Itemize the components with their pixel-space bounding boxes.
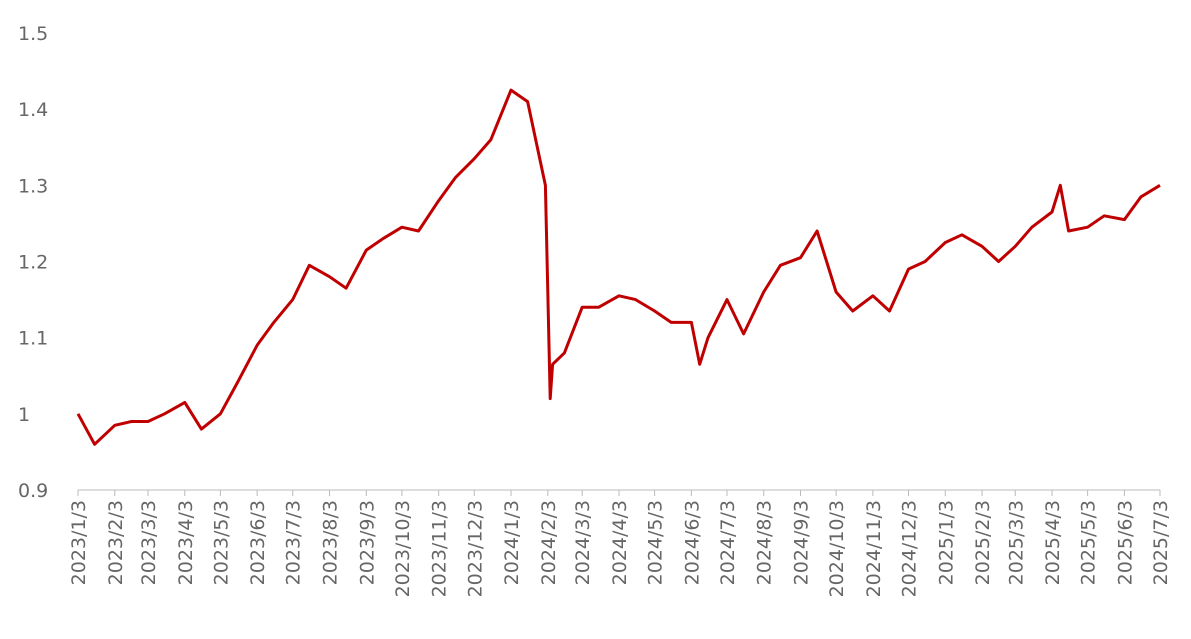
- x-tick-label: 2025/7/3: [1150, 500, 1172, 585]
- x-tick-label: 2024/3/3: [572, 500, 594, 585]
- x-tick-label: 2023/1/3: [68, 500, 90, 585]
- x-tick-label: 2023/5/3: [210, 500, 232, 585]
- x-tick-label: 2025/6/3: [1114, 500, 1136, 585]
- data-line: [76, 88, 1161, 446]
- x-tick-label: 2024/10/3: [826, 500, 848, 597]
- x-tick-label: 2024/8/3: [754, 500, 776, 585]
- y-tick-label: 1: [18, 404, 30, 426]
- x-tick-label: 2024/6/3: [681, 500, 703, 585]
- x-tick-label: 2024/12/3: [898, 500, 920, 597]
- y-tick-label: 1.3: [18, 175, 48, 197]
- x-tick-label: 2023/9/3: [356, 500, 378, 585]
- x-tick-label: 2025/4/3: [1042, 500, 1064, 585]
- x-tick-label: 2025/2/3: [972, 500, 994, 585]
- x-tick-label: 2024/9/3: [791, 500, 813, 585]
- x-tick-label: 2024/7/3: [717, 500, 739, 585]
- x-tick-label: 2023/12/3: [464, 500, 486, 597]
- x-tick-label: 2024/4/3: [609, 500, 631, 585]
- x-tick-label: 2023/6/3: [247, 500, 269, 585]
- x-tick-label: 2023/11/3: [429, 500, 451, 597]
- y-tick-label: 1.1: [18, 328, 48, 350]
- x-tick-label: 2023/3/3: [138, 500, 160, 585]
- x-tick-label: 2023/10/3: [392, 500, 414, 597]
- x-tick-label: 2024/2/3: [538, 500, 560, 585]
- x-tick-label: 2025/5/3: [1078, 500, 1100, 585]
- x-tick-label: 2023/8/3: [320, 500, 342, 585]
- x-tick-label: 2023/2/3: [105, 500, 127, 585]
- x-tick-label: 2023/4/3: [175, 500, 197, 585]
- y-tick-label: 1.4: [18, 99, 48, 121]
- y-tick-label: 0.9: [18, 480, 48, 502]
- x-tick-label: 2024/5/3: [645, 500, 667, 585]
- x-tick-label: 2024/11/3: [863, 500, 885, 597]
- y-tick-label: 1.5: [18, 23, 48, 45]
- x-tick-label: 2025/3/3: [1005, 500, 1027, 585]
- x-tick-label: 2023/7/3: [283, 500, 305, 585]
- y-tick-label: 1.2: [18, 252, 48, 274]
- x-tick-label: 2024/1/3: [501, 500, 523, 585]
- x-tick-label: 2025/1/3: [935, 500, 957, 585]
